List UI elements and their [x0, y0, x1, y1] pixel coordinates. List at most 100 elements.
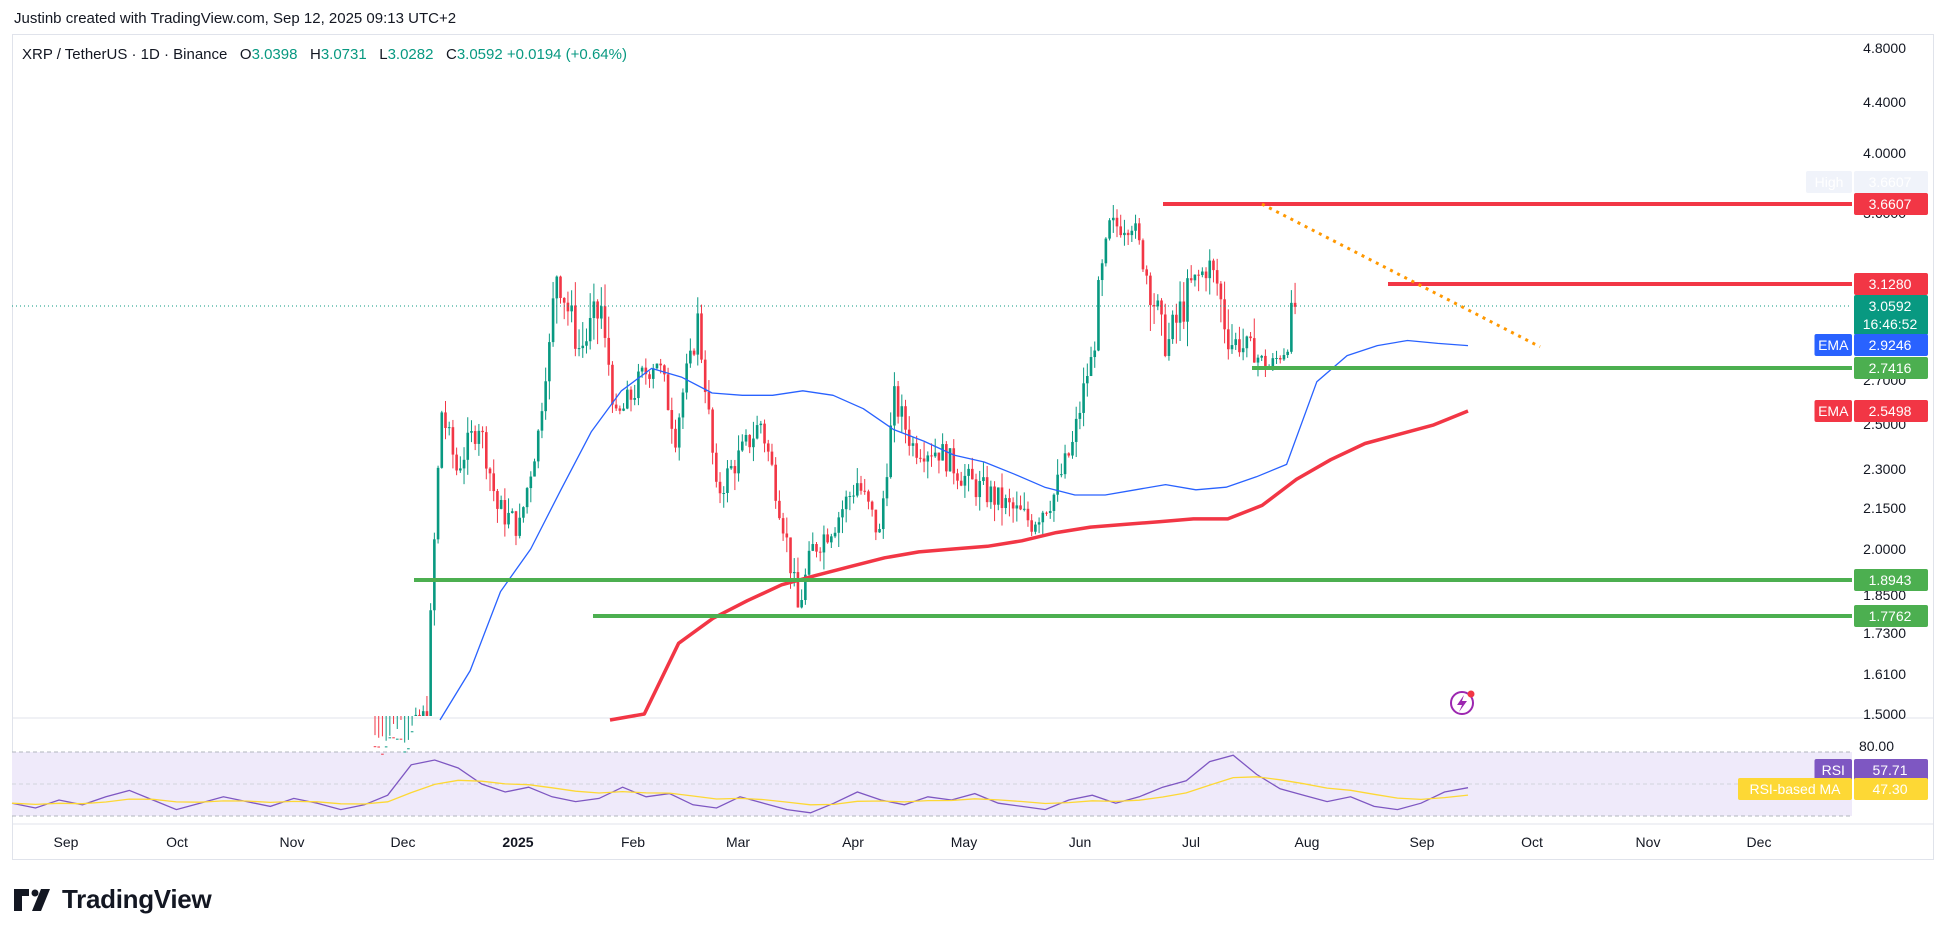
- candle-body: [514, 511, 518, 536]
- candle-body: [1149, 275, 1152, 306]
- candle-body: [455, 454, 458, 471]
- candle-body: [1197, 274, 1200, 276]
- candle-body: [548, 342, 551, 382]
- candle-body: [748, 434, 752, 448]
- candle-body: [622, 408, 625, 411]
- open-label: O: [239, 46, 252, 63]
- candle-body: [522, 507, 525, 518]
- rsi-tag: RSI 57.71: [1814, 759, 1928, 781]
- candle-body: [418, 714, 421, 716]
- last-price-tag-value: 3.0592: [1869, 298, 1912, 314]
- candle-body: [696, 313, 700, 355]
- candle-body: [993, 486, 996, 505]
- candle-body: [1219, 283, 1223, 300]
- tradingview-logo[interactable]: TradingView: [14, 884, 212, 915]
- chart-frame[interactable]: [12, 34, 1934, 860]
- candle-body: [529, 476, 533, 489]
- candle-body: [451, 427, 455, 455]
- candle-body: [907, 429, 911, 446]
- candle-body: [867, 491, 870, 502]
- candle-body: [1067, 453, 1071, 456]
- high-tag-value-box: [1854, 171, 1928, 193]
- candle-body: [425, 711, 429, 716]
- candle-body: [1026, 508, 1030, 521]
- candle-body: [952, 448, 956, 474]
- candle-body: [651, 368, 655, 379]
- ema-slow-tag-label: EMA: [1818, 403, 1849, 419]
- candle-body: [729, 466, 733, 469]
- candle-body: [926, 455, 930, 462]
- time-axis-label: Mar: [726, 834, 750, 850]
- close-label: C: [445, 46, 457, 63]
- candle-body: [800, 600, 803, 608]
- high-tag-value: 3.6607: [1869, 174, 1912, 190]
- rsi-tag-label-box: [1814, 759, 1852, 781]
- resistance-tag-value-box: [1854, 273, 1928, 295]
- candle-body: [644, 367, 648, 375]
- rsi-axis-label: 80.00: [1859, 738, 1894, 754]
- candle-body: [1104, 238, 1108, 264]
- candle-body: [859, 483, 863, 491]
- high-label: H: [309, 46, 321, 63]
- change-value: +0.0194 (+0.64%): [506, 46, 627, 63]
- candle-body: [1275, 358, 1278, 360]
- rsi-ma-tag-label: RSI-based MA: [1749, 781, 1841, 797]
- candle-body: [919, 457, 922, 459]
- creator-caption: Justinb created with TradingView.com, Se…: [14, 10, 457, 27]
- low-label: L: [379, 46, 388, 63]
- time-axis-label: Dec: [391, 834, 416, 850]
- candle-body: [889, 425, 892, 478]
- candle-body: [1130, 230, 1134, 236]
- candle-body: [533, 461, 536, 477]
- candle-body: [1175, 314, 1178, 323]
- candle-body: [663, 365, 666, 375]
- ema-fast-tag-label: EMA: [1818, 337, 1849, 353]
- candle-body: [1008, 498, 1011, 503]
- support-1-tag: 1.8943: [1854, 569, 1928, 591]
- ema-fast-tag-value: 2.9246: [1869, 337, 1912, 353]
- candle-body: [421, 711, 425, 716]
- candle-body: [536, 430, 540, 462]
- support-tag-value: 2.7416: [1869, 360, 1912, 376]
- candle-body: [1052, 494, 1056, 511]
- rsi-tag-value: 57.71: [1872, 762, 1907, 778]
- time-axis-label: Jul: [1182, 834, 1200, 850]
- support-tag: 2.7416: [1854, 357, 1928, 379]
- candle-body: [1004, 498, 1007, 509]
- candle-body: [1060, 474, 1063, 476]
- candle-body: [1271, 358, 1275, 368]
- candle-body: [911, 443, 915, 446]
- ema-fast-line: [439, 339, 1469, 721]
- candle-body: [1034, 524, 1037, 532]
- candle-body: [1178, 301, 1182, 323]
- price-axis-label: 1.6100: [1863, 666, 1906, 682]
- candle-body: [384, 746, 388, 748]
- candle-body: [1245, 336, 1249, 349]
- candle-body: [996, 487, 1000, 505]
- candle-body: [1171, 314, 1174, 340]
- ema-slow-tag-value-box: [1854, 400, 1928, 422]
- candle-body: [1111, 217, 1115, 221]
- ema-slow-tag-label-box: [1814, 400, 1852, 422]
- candle-body: [852, 495, 855, 497]
- symbol-label: XRP / TetherUS · 1D · Binance: [22, 46, 228, 63]
- event-lightning-icon: [1450, 690, 1475, 715]
- candle-body: [1260, 355, 1263, 358]
- candle-body: [462, 459, 466, 469]
- candle-body: [1189, 278, 1193, 281]
- candle-body: [648, 374, 651, 379]
- candle-body: [674, 428, 677, 448]
- rsi-ma-tag-value: 47.30: [1872, 781, 1907, 797]
- candle-body: [763, 423, 766, 444]
- candle-body: [566, 302, 570, 312]
- candle-body: [1264, 355, 1267, 368]
- candle-body: [655, 363, 659, 369]
- candle-body: [1037, 522, 1041, 525]
- candle-body: [1089, 357, 1093, 376]
- candle-body: [1163, 314, 1167, 356]
- candle-body: [878, 529, 881, 533]
- time-axis-label: May: [951, 834, 977, 850]
- candle-body: [707, 392, 711, 410]
- candle-body: [1160, 300, 1163, 315]
